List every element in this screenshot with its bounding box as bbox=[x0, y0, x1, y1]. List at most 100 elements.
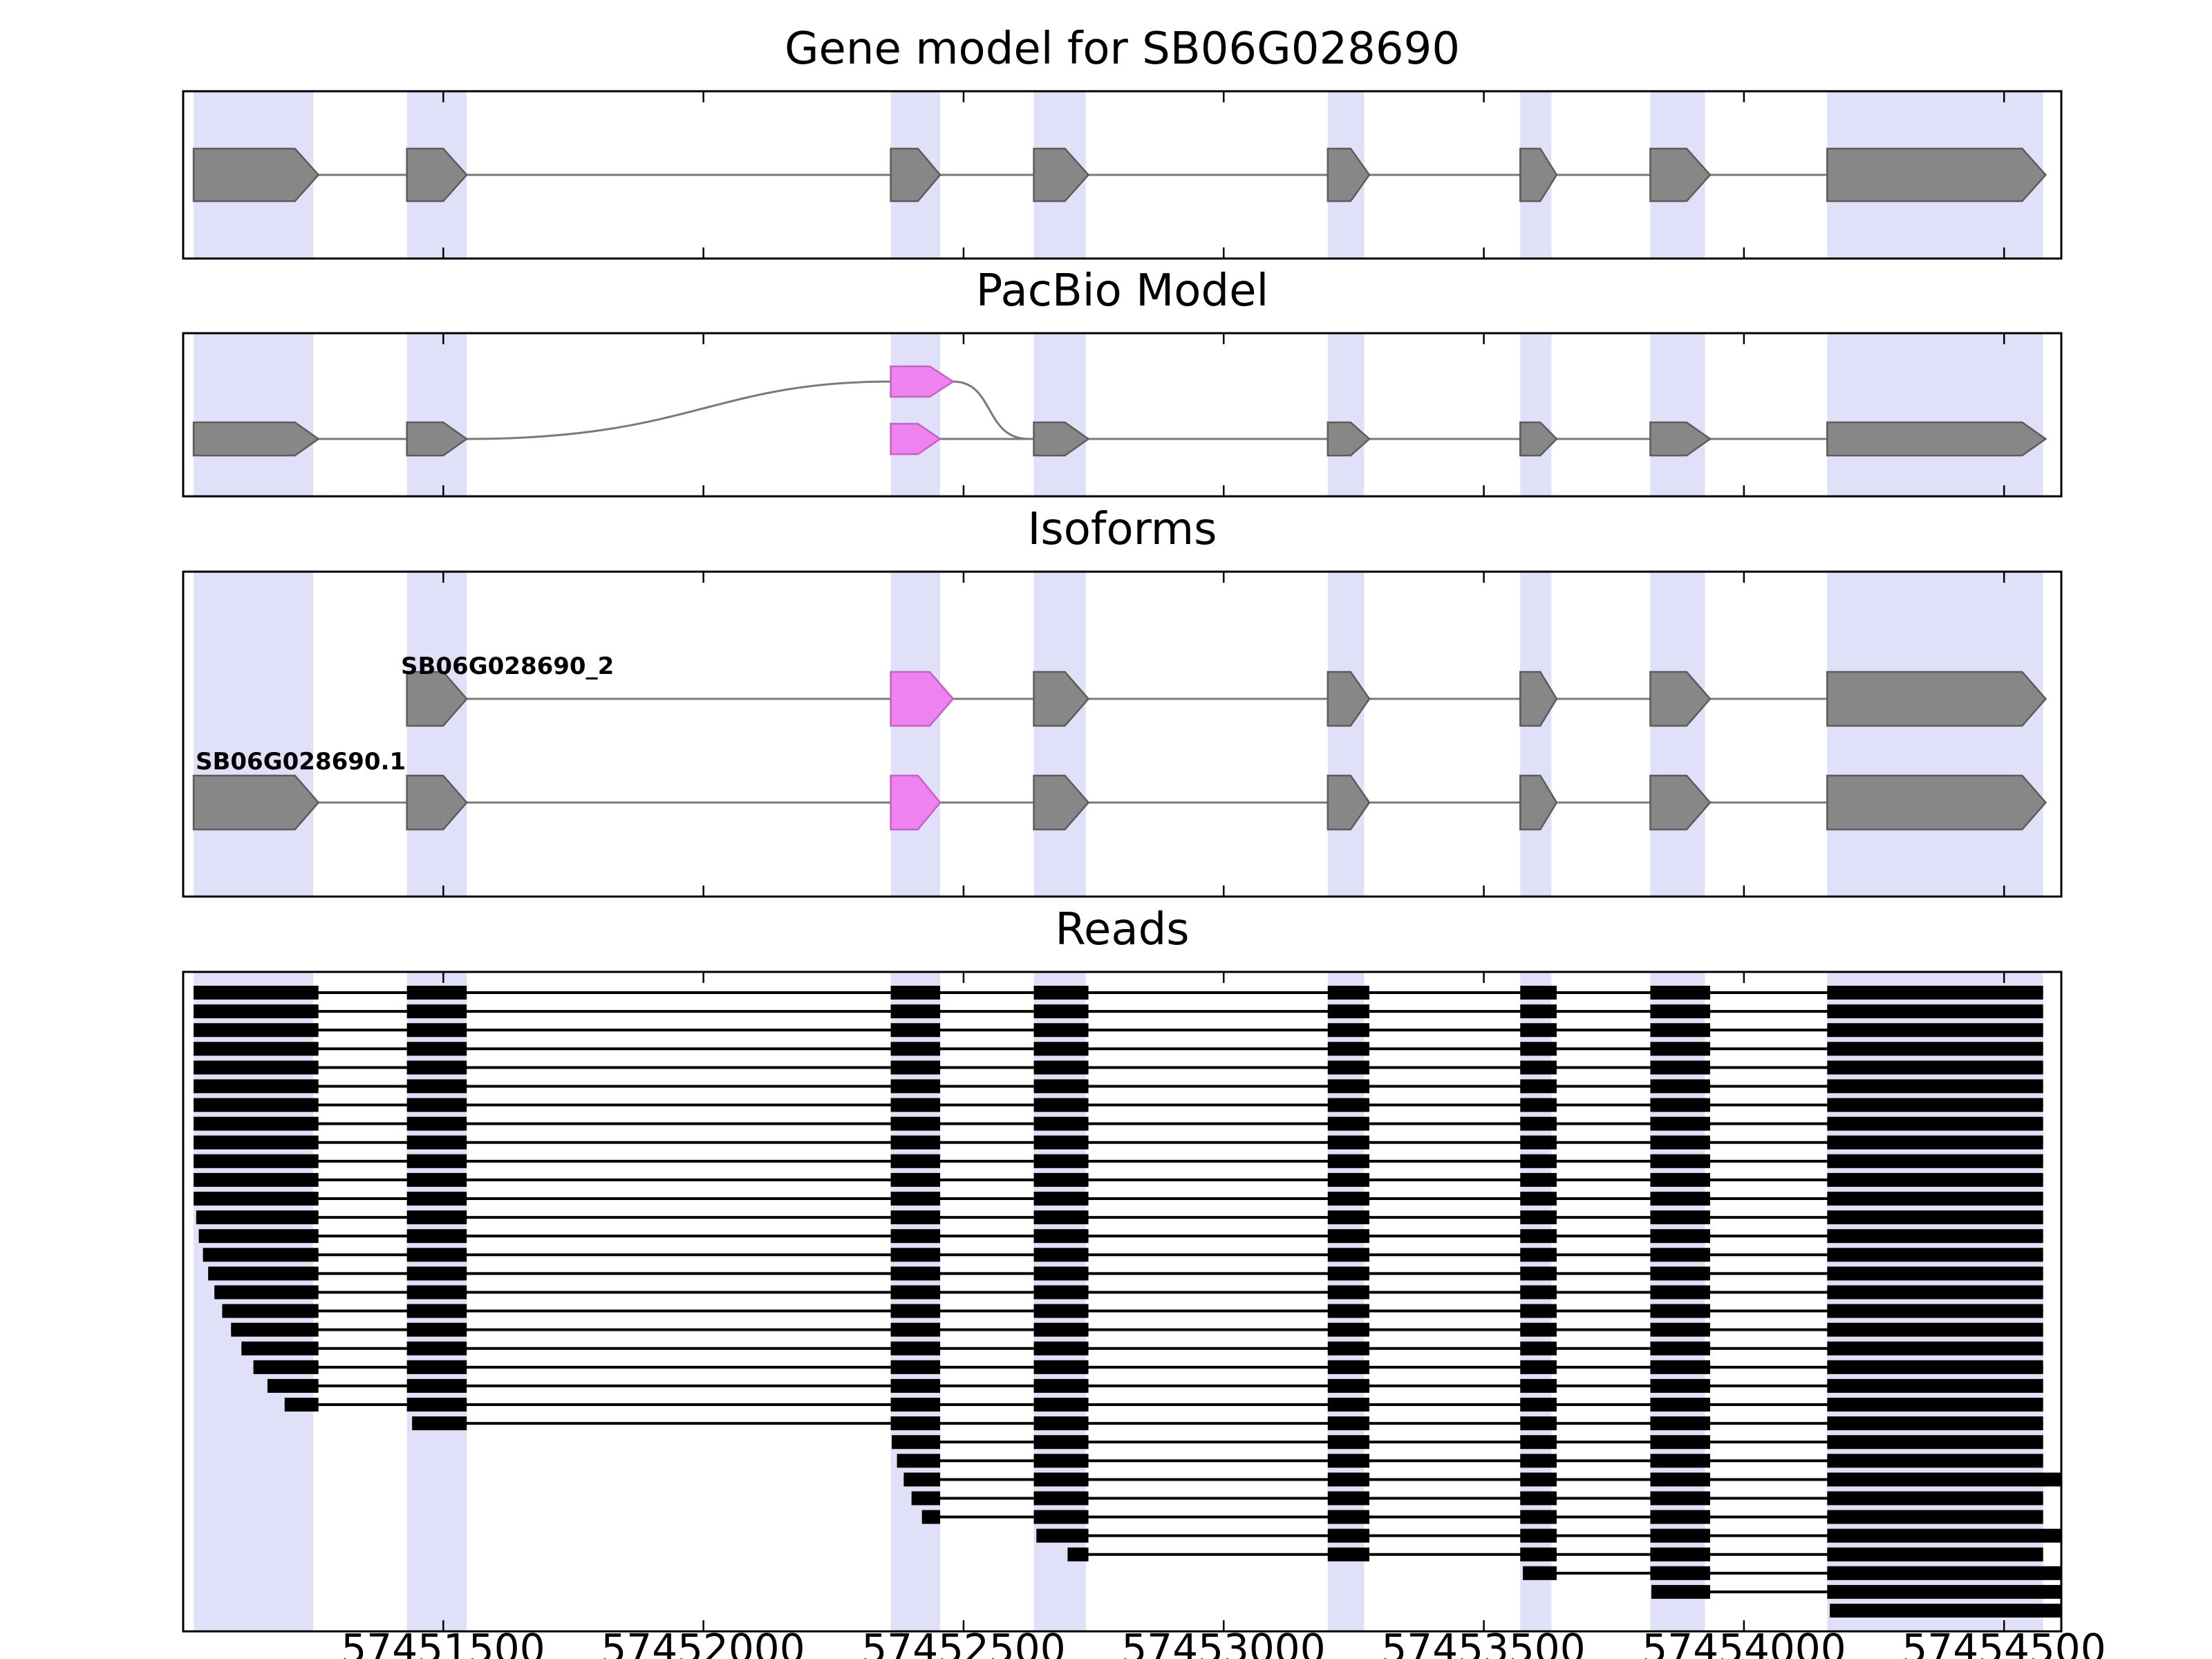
read-block bbox=[1520, 1491, 1557, 1506]
read-block bbox=[1033, 1266, 1089, 1281]
read-block bbox=[1650, 1192, 1710, 1206]
read-block bbox=[406, 1266, 467, 1281]
read-block bbox=[406, 1248, 467, 1262]
read-block bbox=[1327, 1116, 1369, 1131]
read-block bbox=[890, 1098, 941, 1112]
read-block bbox=[1033, 1416, 1089, 1431]
read-block bbox=[1650, 1060, 1710, 1075]
read-block bbox=[1827, 986, 2043, 1000]
read-block bbox=[1033, 1510, 1089, 1524]
read-block bbox=[406, 1378, 467, 1393]
read-block bbox=[1650, 1341, 1710, 1356]
read-block bbox=[1827, 1472, 2061, 1487]
read-block bbox=[1327, 1472, 1369, 1487]
read-block bbox=[1827, 1042, 2043, 1056]
read-block bbox=[406, 1135, 467, 1150]
read-block bbox=[897, 1454, 941, 1468]
read-block bbox=[1327, 1491, 1369, 1506]
panel-title-pacbio-model: PacBio Model bbox=[975, 265, 1269, 317]
read-block bbox=[1327, 1210, 1369, 1225]
read-block bbox=[1327, 1454, 1369, 1468]
read-block bbox=[1327, 1304, 1369, 1318]
read-block bbox=[194, 1023, 319, 1038]
read-block bbox=[1327, 1510, 1369, 1524]
read-block bbox=[1327, 1528, 1369, 1543]
read-block bbox=[1523, 1566, 1557, 1580]
read-block bbox=[1650, 1528, 1710, 1543]
read-block bbox=[1827, 1510, 2043, 1524]
read-block bbox=[1033, 1192, 1089, 1206]
isoform-exon bbox=[192, 774, 320, 831]
read-block bbox=[1327, 1042, 1369, 1056]
gene-exon bbox=[890, 147, 941, 203]
read-block bbox=[194, 1192, 319, 1206]
read-block bbox=[1650, 1285, 1710, 1300]
read-block bbox=[194, 1116, 319, 1131]
pacbio-exon bbox=[1519, 421, 1558, 457]
read-block bbox=[194, 1172, 319, 1187]
read-block bbox=[890, 1079, 941, 1094]
read-block bbox=[1327, 1229, 1369, 1244]
read-block bbox=[1033, 1172, 1089, 1187]
pacbio-exon bbox=[1327, 421, 1371, 457]
read-block bbox=[890, 1023, 941, 1038]
read-block bbox=[1327, 1285, 1369, 1300]
read-block bbox=[1650, 1416, 1710, 1431]
read-block bbox=[890, 1004, 941, 1019]
read-block bbox=[1033, 1285, 1089, 1300]
read-block bbox=[1520, 1378, 1557, 1393]
read-block bbox=[1651, 1584, 1710, 1599]
read-block bbox=[203, 1248, 319, 1262]
read-block bbox=[890, 1304, 941, 1318]
isoform-exon bbox=[1519, 774, 1558, 831]
read-block bbox=[194, 1042, 319, 1056]
read-block bbox=[1650, 986, 1710, 1000]
isoform-novel-exon bbox=[890, 774, 941, 831]
x-tick-label-2: 57452000 bbox=[601, 1625, 805, 1659]
read-block bbox=[1327, 1079, 1369, 1094]
read-block bbox=[890, 1248, 941, 1262]
read-block bbox=[890, 1135, 941, 1150]
read-block bbox=[1520, 1416, 1557, 1431]
read-block bbox=[1827, 1229, 2043, 1244]
read-block bbox=[231, 1322, 319, 1337]
read-block bbox=[1520, 1172, 1557, 1187]
read-block bbox=[406, 1060, 467, 1075]
read-block bbox=[1520, 1192, 1557, 1206]
read-block bbox=[892, 1435, 941, 1450]
read-block bbox=[1033, 1398, 1089, 1412]
read-block bbox=[1650, 1229, 1710, 1244]
read-block bbox=[406, 1042, 467, 1056]
read-block bbox=[1033, 1248, 1089, 1262]
x-tick-label-4: 57453000 bbox=[1121, 1625, 1326, 1659]
read-block bbox=[1650, 1210, 1710, 1225]
isoform-exon bbox=[1826, 671, 2047, 727]
read-block bbox=[1827, 1192, 2043, 1206]
read-block bbox=[1033, 1472, 1089, 1487]
highlight-band bbox=[1327, 572, 1365, 897]
read-block bbox=[1520, 1023, 1557, 1038]
read-block bbox=[1520, 1210, 1557, 1225]
pacbio-curved-intron bbox=[953, 380, 1029, 440]
pacbio-curved-intron bbox=[467, 380, 891, 440]
highlight-band bbox=[1033, 572, 1086, 897]
read-block bbox=[267, 1378, 319, 1393]
read-block bbox=[1327, 1398, 1369, 1412]
read-block bbox=[1650, 1454, 1710, 1468]
read-block bbox=[1650, 1266, 1710, 1281]
highlight-band bbox=[1827, 572, 2043, 897]
read-block bbox=[1827, 1079, 2043, 1094]
read-block bbox=[1827, 1491, 2043, 1506]
read-block bbox=[1827, 1304, 2043, 1318]
read-block bbox=[1520, 986, 1557, 1000]
read-block bbox=[1827, 1266, 2043, 1281]
read-block bbox=[1650, 1042, 1710, 1056]
panel-frame bbox=[182, 570, 2063, 898]
read-block bbox=[1650, 1435, 1710, 1450]
read-block bbox=[194, 1060, 319, 1075]
read-block bbox=[412, 1416, 467, 1431]
highlight-band bbox=[1827, 333, 2043, 496]
highlight-band bbox=[1650, 572, 1705, 897]
read-block bbox=[253, 1360, 319, 1374]
